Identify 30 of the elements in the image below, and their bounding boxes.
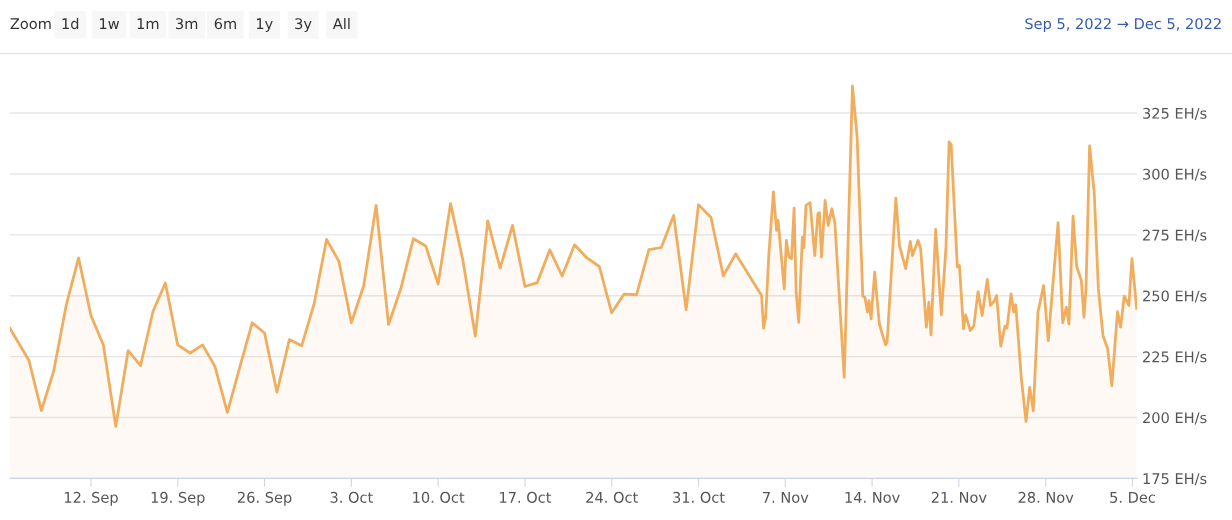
x-tick-label: 10. Oct	[413, 491, 465, 503]
x-tick-label: 31. Oct	[673, 491, 725, 503]
x-tick-label: 7. Nov	[763, 492, 809, 503]
text: 1m	[137, 18, 159, 29]
x-tick-label: 24. Oct	[586, 491, 638, 503]
x-tick-label: 14. Nov	[845, 492, 900, 503]
x-tick-label: 3. Oct	[330, 491, 373, 503]
text: 1w	[100, 18, 120, 29]
text: All	[332, 17, 350, 29]
text: 1y	[256, 18, 273, 33]
y-tick-label: 175 EH/s	[1143, 473, 1207, 486]
x-tick-label: 12. Sep	[64, 491, 118, 506]
text: 6m	[214, 18, 236, 30]
text: Sep 5, 2022 → Dec 5, 2022	[1025, 18, 1221, 33]
y-tick-label: 275 EH/s	[1143, 229, 1207, 242]
x-tick-label: 5. Dec	[1110, 492, 1155, 503]
y-tick-label: 200 EH/s	[1143, 412, 1207, 425]
x-tick-label: 17. Oct	[500, 491, 552, 503]
text: Zoom	[10, 18, 51, 30]
text: 3y	[295, 18, 312, 33]
y-tick-label: 300 EH/s	[1143, 168, 1207, 181]
y-tick-label: 250 EH/s	[1143, 290, 1207, 303]
x-tick-label: 19. Sep	[151, 491, 205, 506]
x-tick-label: 21. Nov	[931, 491, 987, 503]
y-tick-label: 325 EH/s	[1143, 107, 1207, 120]
text: 3m	[176, 18, 198, 30]
x-tick-label: 26. Sep	[237, 491, 292, 506]
y-tick-label: 225 EH/s	[1143, 351, 1207, 364]
text: 1d	[62, 17, 79, 30]
x-tick-label: 28. Nov	[1018, 491, 1074, 503]
